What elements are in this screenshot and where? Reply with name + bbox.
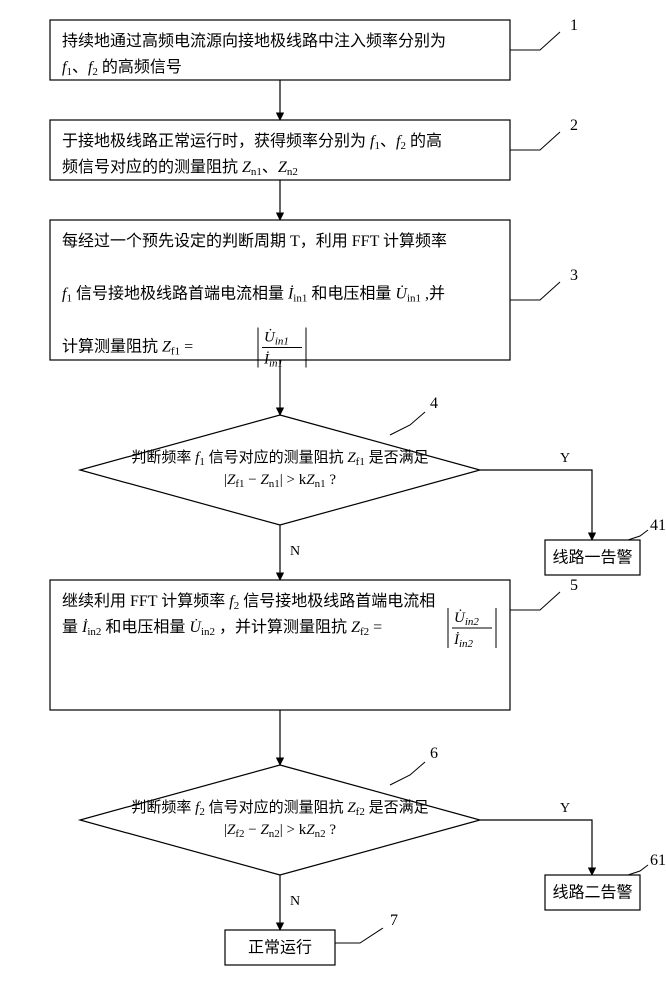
svg-text:正常运行: 正常运行 — [248, 939, 312, 957]
node-b41: 线路一告警 — [545, 540, 640, 575]
svg-text:于接地极线路正常运行时，获得频率分别为 f1、f2 的高: 于接地极线路正常运行时，获得频率分别为 f1、f2 的高 — [62, 132, 442, 152]
node-d4: 判断频率 f1 信号对应的测量阻抗 Zf1 是否满足 |Zf1 − Zn1| > … — [80, 415, 480, 525]
edge-label: Y — [560, 451, 570, 466]
node-b1: 持续地通过高频电流源向接地极线路中注入频率分别为 f1、f2 的高频信号 — [50, 20, 510, 80]
node-b7: 正常运行 — [225, 930, 335, 965]
callout-line — [390, 762, 425, 785]
svg-text:线路二告警: 线路二告警 — [552, 884, 632, 902]
svg-text:线路一告警: 线路一告警 — [552, 549, 632, 567]
svg-text:量 İin2 和电压相量 U̇in2 ，并计算测量阻抗 Zf: 量 İin2 和电压相量 U̇in2 ，并计算测量阻抗 Zf2 = — [62, 617, 382, 638]
callout-label: 6 — [430, 745, 438, 762]
svg-text:频信号对应的的测量阻抗 Zn1、Zn2: 频信号对应的的测量阻抗 Zn1、Zn2 — [62, 157, 298, 178]
callout-label: 1 — [570, 17, 578, 34]
callout-label: 4 — [430, 395, 438, 412]
callout-line — [390, 412, 425, 435]
callout-label: 2 — [570, 117, 578, 134]
edge-label: N — [290, 894, 300, 909]
callout-label: 5 — [570, 577, 578, 594]
node-b61: 线路二告警 — [545, 875, 640, 910]
edge — [480, 820, 592, 875]
svg-text:判断频率 f2 信号对应的测量阻抗 Zf2 是否满足: 判断频率 f2 信号对应的测量阻抗 Zf2 是否满足 — [131, 798, 428, 818]
svg-text:判断频率 f1 信号对应的测量阻抗 Zf1 是否满足: 判断频率 f1 信号对应的测量阻抗 Zf1 是否满足 — [131, 448, 428, 468]
callout-label: 7 — [390, 912, 398, 929]
svg-text:计算测量阻抗 Zf1 =: 计算测量阻抗 Zf1 = — [62, 336, 193, 357]
node-b2: 于接地极线路正常运行时，获得频率分别为 f1、f2 的高频信号对应的的测量阻抗 … — [50, 120, 510, 180]
callout-line — [628, 865, 648, 875]
edge-label: N — [290, 544, 300, 559]
edge-label: Y — [560, 801, 570, 816]
callout-label: 61 — [650, 852, 666, 869]
svg-text:f1、f2 的高频信号: f1、f2 的高频信号 — [62, 58, 182, 78]
node-b3: 每经过一个预先设定的判断周期 T，利用 FFT 计算频率 f1 信号接地极线路首端… — [50, 220, 510, 369]
callout-line — [510, 282, 560, 300]
svg-text:每经过一个预先设定的判断周期 T，利用 FFT 计算频率: 每经过一个预先设定的判断周期 T，利用 FFT 计算频率 — [62, 231, 447, 250]
svg-text:U̇in2: U̇in2 — [454, 610, 479, 628]
flowchart-diagram: 持续地通过高频电流源向接地极线路中注入频率分别为 f1、f2 的高频信号于接地极线… — [0, 0, 666, 1000]
svg-text:U̇in1: U̇in1 — [264, 329, 289, 347]
callout-line — [510, 132, 560, 150]
callout-label: 3 — [570, 267, 578, 284]
svg-text:继续利用 FFT 计算频率 f2 信号接地极线路首端电流相: 继续利用 FFT 计算频率 f2 信号接地极线路首端电流相 — [62, 591, 435, 612]
callout-line — [628, 530, 648, 540]
svg-text:持续地通过高频电流源向接地极线路中注入频率分别为: 持续地通过高频电流源向接地极线路中注入频率分别为 — [62, 32, 446, 50]
svg-text:|Zf2 − Zn2| > kZn2 ?: |Zf2 − Zn2| > kZn2 ? — [224, 822, 336, 840]
svg-text:|Zf1 − Zn1| > kZn1 ?: |Zf1 − Zn1| > kZn1 ? — [224, 472, 336, 490]
edge — [480, 470, 592, 540]
svg-text:f1 信号接地极线路首端电流相量 İin1 和电压相量 U̇: f1 信号接地极线路首端电流相量 İin1 和电压相量 U̇in1 ,并 — [62, 285, 445, 305]
node-b5: 继续利用 FFT 计算频率 f2 信号接地极线路首端电流相量 İin2 和电压相… — [50, 580, 510, 710]
callout-label: 41 — [650, 517, 666, 534]
svg-text:İin2: İin2 — [453, 632, 474, 650]
callout-line — [335, 928, 383, 943]
callout-line — [510, 592, 560, 610]
node-d6: 判断频率 f2 信号对应的测量阻抗 Zf2 是否满足 |Zf2 − Zn2| > … — [80, 765, 480, 875]
callout-line — [510, 32, 560, 50]
